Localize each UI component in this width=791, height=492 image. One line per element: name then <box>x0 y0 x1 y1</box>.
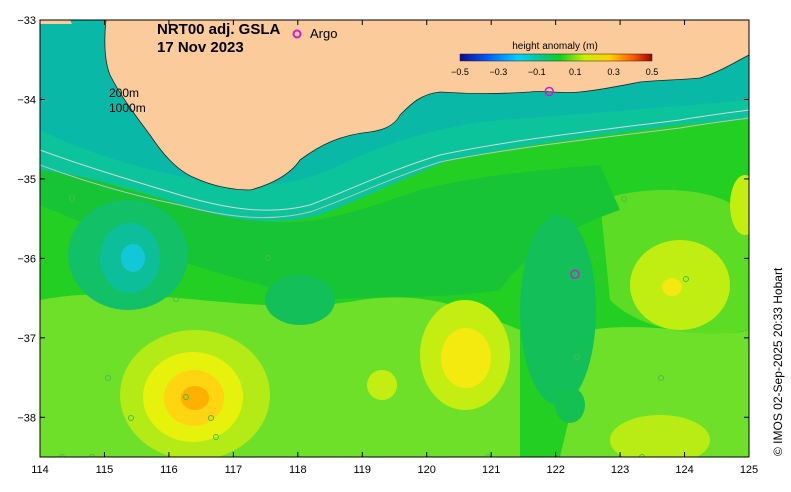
x-tick-label: 118 <box>289 464 307 476</box>
colorbar: height anomaly (m) −0.5 −0.3 −0.1 0.1 0.3 0.5 <box>451 41 658 77</box>
float-marker <box>592 255 598 261</box>
float-marker <box>128 415 134 421</box>
west-eddy-core <box>121 244 145 272</box>
x-tick-label: 123 <box>611 464 629 476</box>
argo-legend-label: Argo <box>310 26 337 41</box>
colorbar-tick-label: −0.3 <box>490 67 508 77</box>
isobath-200m-label: 200m <box>109 86 139 100</box>
argo-float-marker <box>570 269 580 280</box>
y-tick-label: −35 <box>17 174 36 186</box>
x-tick-label: 124 <box>675 464 693 476</box>
argo-float-layer <box>544 86 580 280</box>
colorbar-tick-label: 0.3 <box>607 67 620 77</box>
float-marker <box>658 375 664 381</box>
y-axis: −33 −34 −35 −36 −37 −38 <box>17 15 749 424</box>
y-tick-label: −36 <box>17 253 36 265</box>
y-tick-label: −33 <box>17 15 36 27</box>
float-marker <box>173 296 179 302</box>
sla-contour-field <box>40 20 749 457</box>
float-marker <box>639 454 645 457</box>
sparse-float-markers <box>59 195 689 457</box>
isobath-200m <box>40 109 749 211</box>
small-warm-spot <box>367 370 397 400</box>
float-marker <box>69 195 75 201</box>
float-marker <box>105 375 111 381</box>
x-tick-label: 119 <box>353 464 371 476</box>
float-marker <box>59 454 65 457</box>
colorbar-ramp <box>459 53 653 62</box>
x-tick-label: 114 <box>31 464 49 476</box>
land-mass <box>104 20 749 191</box>
land-corner <box>40 20 72 24</box>
x-tick-label: 125 <box>740 464 758 476</box>
colorbar-ticks: −0.5 −0.3 −0.1 0.1 0.3 0.5 <box>451 67 658 77</box>
colorbar-tick-label: −0.5 <box>451 67 469 77</box>
isobath-1000m-label: 1000m <box>109 101 146 115</box>
float-marker <box>208 415 214 421</box>
se-warm-spot <box>610 415 710 457</box>
y-tick-label: −38 <box>17 412 36 424</box>
colorbar-tick-label: 0.5 <box>646 67 659 77</box>
sw-eddy-core <box>181 386 209 410</box>
x-tick-label: 120 <box>418 464 436 476</box>
central-eddy-inner <box>441 328 491 388</box>
x-axis: 114 115 116 117 118 119 120 121 122 123 124 125 <box>31 20 758 476</box>
isobath-1000m <box>40 117 749 219</box>
plot-frame <box>39 19 750 458</box>
float-marker <box>183 394 189 400</box>
colorbar-tick-label: −0.1 <box>528 67 546 77</box>
se-negative-spot <box>555 387 585 423</box>
float-marker <box>621 196 627 202</box>
colorbar-title: height anomaly (m) <box>512 41 598 52</box>
y-tick-label: −34 <box>17 94 36 106</box>
offshore-mid-green <box>40 160 620 300</box>
map-title-line1: NRT00 adj. GSLA <box>157 21 281 38</box>
float-marker <box>485 454 491 457</box>
central-negative-patch <box>265 275 335 325</box>
float-marker <box>574 354 580 360</box>
x-tick-label: 116 <box>160 464 178 476</box>
x-tick-label: 121 <box>482 464 500 476</box>
x-tick-label: 122 <box>546 464 564 476</box>
float-marker <box>213 434 219 440</box>
y-tick-label: −37 <box>17 333 36 345</box>
argo-legend-icon <box>292 29 302 39</box>
float-marker <box>597 275 603 281</box>
mid-negative-patch <box>520 215 596 405</box>
float-marker <box>265 255 271 261</box>
argo-float-marker <box>544 86 554 97</box>
southeast-light-green <box>560 327 749 457</box>
edge-warm-spot <box>730 175 749 235</box>
east-eddy-core <box>662 278 682 296</box>
float-marker <box>89 454 95 457</box>
x-tick-label: 115 <box>96 464 114 476</box>
x-tick-label: 117 <box>225 464 243 476</box>
credit-text: © IMOS 02-Sep-2025 20:33 Hobart <box>771 267 785 456</box>
map-title-line2: 17 Nov 2023 <box>157 39 244 56</box>
float-marker <box>683 276 689 282</box>
colorbar-tick-label: 0.1 <box>569 67 582 77</box>
